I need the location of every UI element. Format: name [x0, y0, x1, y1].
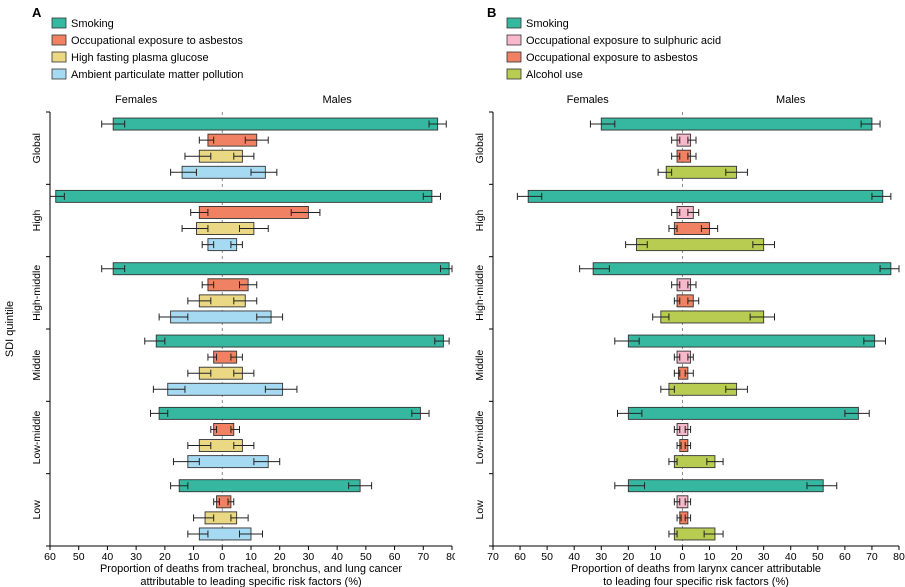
x-tick-label: 50 [812, 551, 824, 563]
x-axis-title-line2: attributable to leading specific risk fa… [140, 576, 361, 587]
legend-swatch [506, 17, 522, 29]
bar [627, 479, 824, 493]
y-axis-title: SDI quintile [4, 301, 16, 357]
x-tick-label: 10 [704, 551, 716, 563]
x-tick-label: 60 [514, 551, 526, 563]
x-axis-title-line1: Proportion of deaths from tracheal, bron… [100, 563, 402, 575]
category-label: High [31, 210, 43, 232]
x-tick-label: 30 [130, 551, 142, 563]
panel-b-chart: B Smoking Occupational exposure to sulphur… [474, 5, 905, 587]
x-tick-label: 60 [839, 551, 851, 563]
legend-label: Smoking [526, 18, 569, 30]
legend-label: Ambient particulate matter pollution [71, 69, 243, 81]
x-tick-label: 20 [731, 551, 743, 563]
x-tick-label: 50 [360, 551, 372, 563]
category-label: High-middle [31, 265, 43, 321]
bar [660, 310, 765, 324]
x-tick-label: 40 [568, 551, 580, 563]
legend-label: Smoking [71, 18, 114, 30]
legend-label: Occupational exposure to asbestos [526, 52, 698, 64]
legend-swatch [506, 34, 522, 46]
x-tick-label: 60 [44, 551, 56, 563]
legend-label: High fasting plasma glucose [71, 52, 209, 64]
x-tick-label: 80 [893, 551, 905, 563]
x-tick-label: 30 [758, 551, 770, 563]
males-label: Males [322, 94, 352, 106]
x-tick-label: 70 [417, 551, 429, 563]
bar [600, 117, 873, 131]
bar [627, 406, 859, 420]
x-tick-label: 20 [274, 551, 286, 563]
legend-swatch [51, 34, 67, 46]
x-tick-label: 50 [541, 551, 553, 563]
x-tick-label: 30 [303, 551, 315, 563]
category-label: Global [474, 133, 486, 163]
bar [592, 262, 892, 276]
bar [158, 406, 421, 420]
category-label: Global [31, 133, 43, 163]
legend-swatch [51, 68, 67, 80]
x-tick-label: 60 [389, 551, 401, 563]
legend-label: Alcohol use [526, 69, 583, 81]
x-tick-label: 40 [785, 551, 797, 563]
females-label: Females [567, 94, 610, 106]
x-tick-label: 70 [487, 551, 499, 563]
legend-swatch [506, 51, 522, 63]
bar [178, 479, 361, 493]
legend-label: Occupational exposure to asbestos [71, 35, 243, 47]
bar [55, 189, 433, 203]
x-tick-label: 0 [680, 551, 686, 563]
legend-swatch [51, 17, 67, 29]
bar [155, 334, 444, 348]
category-label: Low-middle [474, 411, 486, 465]
x-tick-label: 40 [331, 551, 343, 563]
panel-a-chart: A Smoking Occupational exposure to asbesto… [4, 5, 455, 587]
x-tick-label: 10 [245, 551, 257, 563]
x-tick-label: 20 [622, 551, 634, 563]
x-axis-title-line2: to leading four specific risk factors (%… [603, 576, 789, 587]
x-tick-label: 50 [73, 551, 85, 563]
x-tick-label: 40 [102, 551, 114, 563]
category-label: Low [31, 500, 43, 520]
x-tick-label: 0 [219, 551, 225, 563]
category-label: Middle [31, 350, 43, 381]
bar [636, 238, 765, 252]
category-label: Low-middle [31, 411, 43, 465]
bar [112, 262, 450, 276]
x-tick-label: 80 [446, 551, 455, 563]
bar [112, 117, 439, 131]
males-label: Males [776, 94, 806, 106]
bar [627, 334, 876, 348]
category-label: High [474, 210, 486, 232]
bar [527, 189, 884, 203]
panel-letter: B [487, 5, 496, 20]
category-label: Middle [474, 350, 486, 381]
panel-letter: A [32, 5, 42, 20]
x-axis-title-line1: Proportion of deaths from larynx cancer … [571, 563, 821, 575]
x-tick-label: 20 [159, 551, 171, 563]
category-label: Low [474, 500, 486, 520]
legend-swatch [506, 68, 522, 80]
females-label: Females [115, 94, 158, 106]
legend-swatch [51, 51, 67, 63]
x-tick-label: 30 [595, 551, 607, 563]
x-tick-label: 70 [866, 551, 878, 563]
x-tick-label: 10 [188, 551, 200, 563]
category-label: High-middle [474, 265, 486, 321]
x-tick-label: 10 [650, 551, 662, 563]
legend-label: Occupational exposure to sulphuric acid [526, 35, 721, 47]
